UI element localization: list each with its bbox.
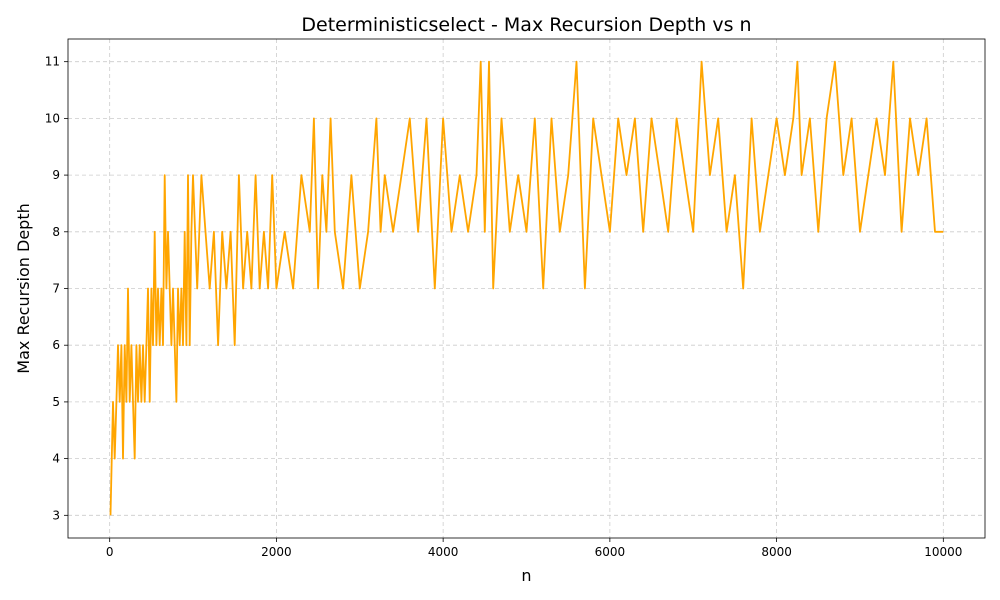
- x-tick-label: 0: [106, 545, 114, 559]
- y-tick-label: 7: [52, 282, 60, 296]
- x-tick-label: 10000: [924, 545, 962, 559]
- y-tick-label: 4: [52, 452, 60, 466]
- series-layer: [109, 60, 944, 516]
- y-tick-label: 11: [45, 55, 60, 69]
- x-axis-title: n: [521, 566, 531, 585]
- y-tick-label: 9: [52, 168, 60, 182]
- y-tick-label: 8: [52, 225, 60, 239]
- axis-ticks: 0 2000 4000 6000 8000 10000 3 4 5 6 7 8 9 10 11: [45, 55, 963, 559]
- y-tick-label: 6: [52, 338, 60, 352]
- y-tick-label: 5: [52, 395, 60, 409]
- y-tick-label: 10: [45, 111, 60, 125]
- chart-title: Deterministicselect - Max Recursion Dept…: [301, 14, 751, 36]
- y-axis-title: Max Recursion Depth: [14, 203, 33, 373]
- series-line: [109, 60, 944, 516]
- x-tick-label: 4000: [428, 545, 459, 559]
- y-tick-label: 3: [52, 508, 60, 522]
- x-tick-label: 8000: [761, 545, 792, 559]
- x-tick-label: 6000: [595, 545, 626, 559]
- x-tick-label: 2000: [261, 545, 292, 559]
